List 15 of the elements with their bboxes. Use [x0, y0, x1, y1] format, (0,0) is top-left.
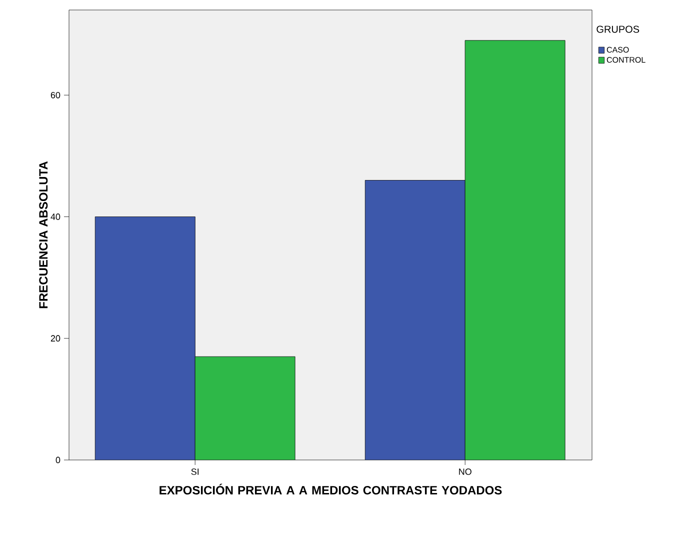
bar	[364, 180, 466, 460]
x-tick-label: NO	[459, 468, 472, 475]
x-tick-label: SI	[191, 468, 199, 475]
y-tick-label: 60	[50, 92, 60, 98]
bar	[464, 40, 566, 460]
y-tick-label: 0	[56, 456, 60, 464]
bar	[94, 216, 196, 460]
legend-label: CONTROL	[606, 56, 646, 63]
y-tick-label: 20	[50, 335, 60, 342]
y-tick-label: 40	[50, 214, 60, 220]
y-axis-title: FRECUENCIA ABSOLUTA	[39, 161, 48, 308]
legend-title: GRUPOS	[596, 26, 640, 33]
x-axis-title: EXPOSICIÓN PREVIA A A MEDIOS CONTRASTE YODADOS	[160, 484, 502, 494]
bar	[194, 356, 296, 460]
legend-label: CASO	[606, 46, 629, 53]
